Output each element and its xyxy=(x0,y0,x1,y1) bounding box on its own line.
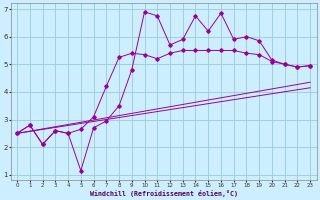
X-axis label: Windchill (Refroidissement éolien,°C): Windchill (Refroidissement éolien,°C) xyxy=(90,190,238,197)
